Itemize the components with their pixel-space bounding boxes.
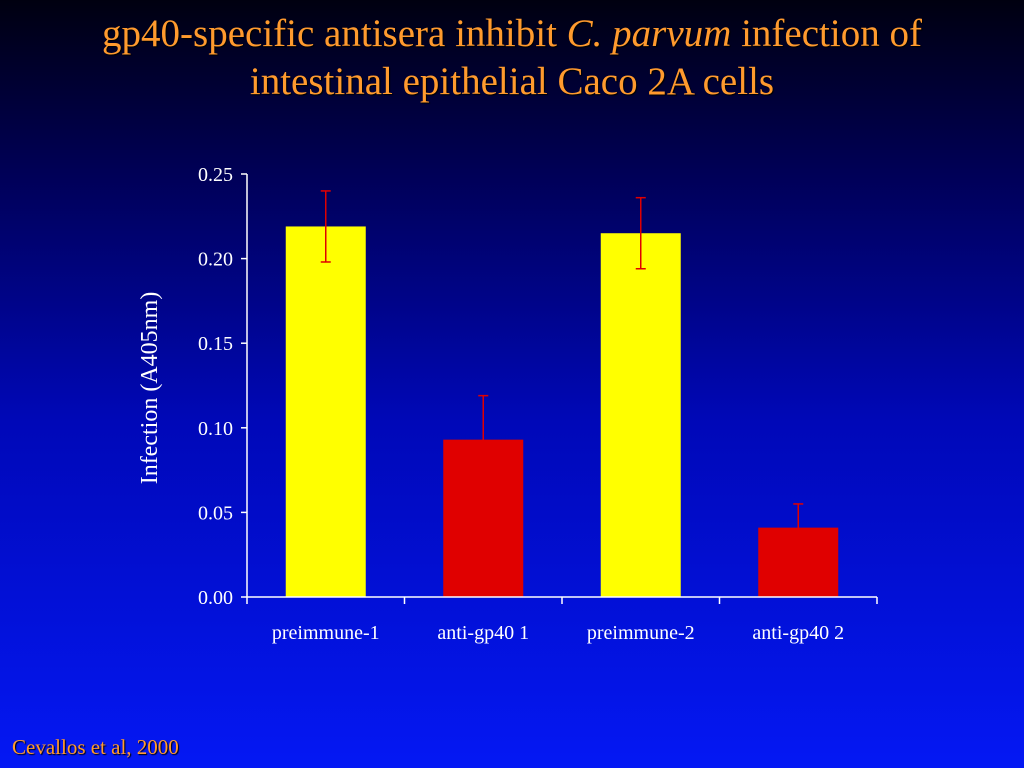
- x-tick-label: preimmune-1: [272, 622, 380, 644]
- y-tick-label: 0.15: [198, 333, 233, 355]
- y-axis-label: Infection (A405nm): [137, 292, 163, 485]
- title-line-1: gp40-specific antisera inhibit C. parvum…: [0, 10, 1024, 58]
- error-bars-layer: [320, 190, 804, 553]
- x-tick-label: anti-gp40 2: [752, 622, 844, 644]
- error-bar: [320, 190, 331, 263]
- title-organism: C. parvum: [566, 12, 732, 55]
- y-tick-label: 0.25: [198, 164, 233, 186]
- y-tick-label: 0.10: [198, 418, 233, 440]
- y-tick-label: 0.20: [198, 249, 233, 271]
- x-tick-label: preimmune-2: [587, 622, 695, 644]
- slide-title: gp40-specific antisera inhibit C. parvum…: [0, 10, 1024, 106]
- x-tick-label: anti-gp40 1: [437, 622, 529, 644]
- bar-preimmune-2: [600, 233, 681, 597]
- axes-layer: 0.00 0.05 0.10 0.15 0.20 0.25 preimmune-1 anti-…: [198, 164, 878, 644]
- error-bar: [635, 196, 646, 270]
- citation: Cevallos et al, 2000: [12, 735, 179, 759]
- error-bar: [478, 394, 489, 485]
- error-bar: [793, 503, 804, 553]
- y-tick-label: 0.00: [198, 587, 233, 609]
- title-text-a: gp40-specific antisera inhibit: [102, 12, 567, 55]
- title-text-b: infection of: [731, 12, 922, 55]
- title-line-2: intestinal epithelial Caco 2A cells: [249, 60, 775, 103]
- bar-preimmune-1: [285, 226, 366, 597]
- bars-layer: [285, 226, 839, 597]
- y-tick-label: 0.05: [198, 502, 233, 524]
